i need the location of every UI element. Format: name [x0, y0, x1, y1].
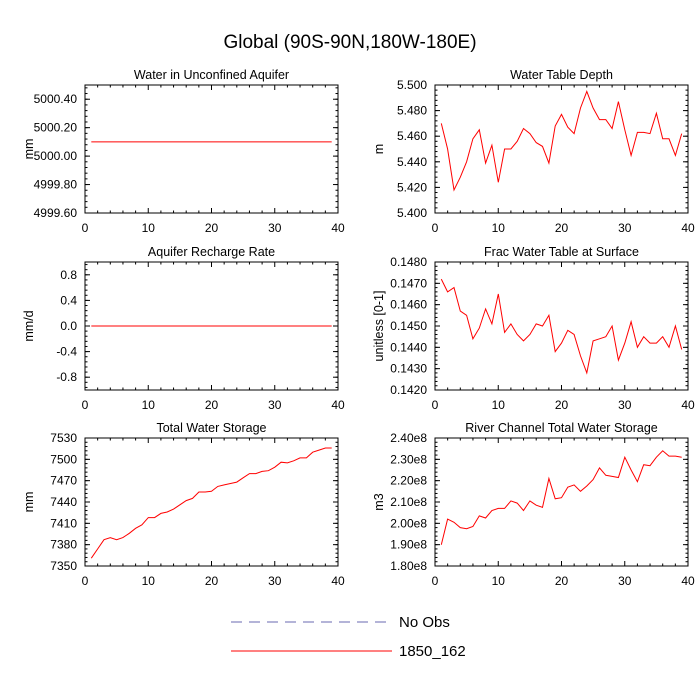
- x-tick-label: 10: [142, 574, 156, 588]
- y-tick-label: -0.4: [56, 345, 77, 359]
- x-tick-label: 20: [205, 221, 219, 235]
- y-tick-label: 5.400: [397, 206, 427, 220]
- x-tick-label: 30: [618, 221, 632, 235]
- x-tick-label: 30: [268, 574, 282, 588]
- y-tick-label: 1.80e8: [390, 559, 427, 573]
- y-tick-label: 5.440: [397, 155, 427, 169]
- y-tick-label: 2.10e8: [390, 495, 427, 509]
- x-tick-label: 30: [268, 221, 282, 235]
- y-tick-label: 0.1430: [390, 362, 427, 376]
- x-tick-label: 40: [331, 574, 345, 588]
- x-tick-label: 30: [618, 398, 632, 412]
- x-tick-label: 20: [555, 574, 569, 588]
- x-tick-label: 10: [492, 221, 506, 235]
- x-tick-label: 40: [681, 574, 695, 588]
- panel-title: Water in Unconfined Aquifer: [134, 68, 289, 82]
- plot-frame: [84, 437, 339, 567]
- y-axis-label: mm/d: [22, 310, 36, 341]
- y-tick-label: 7440: [50, 495, 77, 509]
- x-tick-label: 0: [432, 398, 439, 412]
- legend-label-2: 1850_162: [399, 643, 466, 660]
- series-line-1850_162: [440, 89, 683, 192]
- panel-1: Water in Unconfined Aquifer 0 10 20 30 40 4999…: [22, 68, 345, 235]
- y-tick-label: 4999.60: [34, 206, 78, 220]
- x-tick-label: 10: [492, 574, 506, 588]
- panel-4: Frac Water Table at Surface 0 10 20 30 40 0.14…: [372, 245, 695, 412]
- x-tick-label: 20: [555, 398, 569, 412]
- x-tick-label: 40: [681, 398, 695, 412]
- series-line-1850_162: [90, 447, 332, 559]
- x-tick-label: 10: [492, 398, 506, 412]
- panel-title: Water Table Depth: [510, 68, 613, 82]
- y-axis-label: mm: [22, 139, 36, 160]
- y-tick-label: 7380: [50, 538, 77, 552]
- plot-frame: [434, 261, 689, 391]
- y-tick-label: 5.460: [397, 129, 427, 143]
- y-tick-label: 5000.20: [34, 121, 78, 135]
- x-tick-label: 40: [331, 221, 345, 235]
- y-axis-label: unitless [0-1]: [372, 291, 386, 362]
- y-tick-label: 4999.80: [34, 178, 78, 192]
- x-tick-label: 0: [82, 574, 89, 588]
- y-tick-label: -0.8: [56, 370, 77, 384]
- y-tick-label: 2.00e8: [390, 516, 427, 530]
- y-tick-label: 0.0: [60, 319, 77, 333]
- y-tick-label: 1.90e8: [390, 538, 427, 552]
- x-tick-label: 0: [82, 221, 89, 235]
- panel-title: Aquifer Recharge Rate: [148, 245, 275, 259]
- y-axis-label: mm: [22, 492, 36, 513]
- x-tick-label: 20: [205, 398, 219, 412]
- y-tick-label: 0.8: [60, 268, 77, 282]
- panel-6: River Channel Total Water Storage 0 10 20 30…: [372, 421, 695, 588]
- y-tick-label: 0.4: [60, 293, 77, 307]
- x-tick-label: 0: [82, 398, 89, 412]
- y-tick-label: 5.500: [397, 78, 427, 92]
- y-tick-label: 0.1470: [390, 276, 427, 290]
- figure-title: Global (90S-90N,180W-180E): [223, 32, 477, 53]
- panel-3: Aquifer Recharge Rate 0 10 20 30 40 -0.8 -0.4 0.…: [22, 245, 345, 412]
- y-tick-label: 7350: [50, 559, 77, 573]
- y-tick-label: 5000.40: [34, 92, 78, 106]
- legend-label-1: No Obs: [399, 614, 450, 631]
- y-tick-label: 7530: [50, 431, 77, 445]
- series-line-1850_162: [440, 450, 682, 545]
- x-tick-label: 10: [142, 221, 156, 235]
- y-tick-label: 5.420: [397, 180, 427, 194]
- series-line-1850_162: [440, 278, 683, 375]
- y-tick-label: 0.1450: [390, 319, 427, 333]
- panel-title: Total Water Storage: [156, 421, 266, 435]
- x-tick-label: 20: [205, 574, 219, 588]
- x-tick-label: 10: [142, 398, 156, 412]
- x-tick-label: 30: [618, 574, 632, 588]
- panel-title: River Channel Total Water Storage: [465, 421, 658, 435]
- y-tick-label: 2.20e8: [390, 474, 427, 488]
- x-tick-label: 0: [432, 574, 439, 588]
- y-tick-label: 2.30e8: [390, 452, 427, 466]
- panel-5: Total Water Storage 0 10 20 30 40 7350 7380 7410…: [22, 421, 345, 588]
- y-tick-label: 0.1460: [390, 298, 427, 312]
- y-tick-label: 7410: [50, 516, 77, 530]
- y-tick-label: 5.480: [397, 104, 427, 118]
- y-tick-label: 0.1480: [390, 255, 427, 269]
- x-tick-label: 30: [268, 398, 282, 412]
- panel-2: Water Table Depth 0 10 20 30 40 5.400 5.420 5.44…: [372, 68, 695, 235]
- y-axis-label: m3: [372, 493, 386, 510]
- plot-frame: [84, 84, 339, 214]
- x-tick-label: 40: [681, 221, 695, 235]
- y-tick-label: 0.1420: [390, 383, 427, 397]
- plot-frame: [434, 84, 689, 214]
- y-tick-label: 5000.00: [34, 149, 78, 163]
- y-tick-label: 2.40e8: [390, 431, 427, 445]
- plot-frame: [434, 437, 689, 567]
- x-tick-label: 40: [331, 398, 345, 412]
- x-tick-label: 20: [555, 221, 569, 235]
- panel-title: Frac Water Table at Surface: [484, 245, 639, 259]
- y-tick-label: 0.1440: [390, 340, 427, 354]
- y-axis-label: m: [372, 144, 386, 154]
- y-tick-label: 7500: [50, 452, 77, 466]
- y-tick-label: 7470: [50, 474, 77, 488]
- legend: No Obs 1850_162: [231, 614, 466, 660]
- x-tick-label: 0: [432, 221, 439, 235]
